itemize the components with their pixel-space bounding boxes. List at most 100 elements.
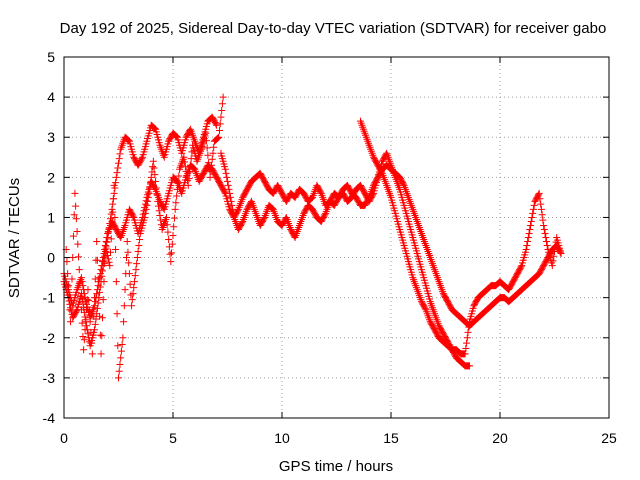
data-point (99, 314, 107, 322)
data-point (126, 280, 134, 288)
data-point (182, 167, 190, 175)
data-point (221, 188, 229, 196)
data-point (170, 214, 178, 222)
data-point (399, 180, 407, 188)
data-point (551, 243, 559, 251)
data-point (97, 266, 105, 274)
data-point (175, 172, 183, 180)
data-point (166, 250, 174, 258)
data-point (132, 266, 140, 274)
y-tick-label: 4 (47, 89, 55, 105)
tick-labels: 0 5 10 15 20 25 -4 -3 -2 -1 0 1 2 3 4 5 (43, 49, 617, 446)
axis-ticks (63, 56, 610, 419)
data-point (121, 286, 129, 294)
data-point (101, 260, 109, 268)
data-point (527, 217, 535, 225)
data-point (103, 234, 111, 241)
data-point (78, 319, 86, 327)
data-point (115, 367, 123, 375)
data-point (146, 179, 154, 187)
data-point (522, 246, 530, 254)
data-point (71, 189, 79, 197)
data-point (465, 323, 473, 331)
data-point (202, 137, 210, 145)
data-point (226, 193, 234, 201)
data-point (524, 234, 532, 241)
data-point (125, 270, 133, 278)
data-point (213, 135, 221, 143)
data-point (542, 234, 550, 241)
data-point (138, 155, 146, 163)
data-point (151, 171, 159, 179)
data-point (114, 342, 122, 350)
data-point (67, 296, 75, 304)
series-spikes (62, 93, 227, 382)
data-point (129, 290, 137, 298)
data-point (141, 213, 149, 221)
data-point (153, 191, 161, 199)
data-point (174, 179, 182, 187)
data-point (93, 290, 101, 298)
data-point (125, 259, 133, 267)
data-point (95, 294, 103, 302)
data-point (109, 195, 117, 203)
data-point (100, 278, 108, 286)
data-point (222, 169, 230, 177)
data-point (180, 153, 188, 161)
data-point (69, 254, 77, 262)
data-point (208, 155, 216, 163)
data-point (530, 201, 538, 209)
data-point (99, 254, 107, 262)
data-point (202, 129, 210, 137)
data-point (115, 374, 122, 382)
data-point (80, 290, 88, 298)
data-point (108, 221, 116, 229)
data-point (77, 292, 85, 300)
data-point (186, 168, 194, 176)
data-point (144, 193, 152, 201)
data-point (173, 185, 181, 193)
data-point (105, 258, 113, 266)
data-point (109, 200, 117, 208)
data-point (81, 326, 89, 334)
y-tick-label: 1 (47, 209, 55, 225)
data-point (260, 215, 268, 223)
data-point (551, 248, 558, 256)
data-point (79, 332, 87, 340)
x-tick-label: 15 (383, 430, 399, 446)
data-point (228, 201, 236, 209)
data-point (463, 339, 471, 347)
data-point (85, 307, 93, 315)
data-point (529, 205, 537, 213)
grid-lines (64, 57, 609, 418)
data-point (94, 275, 102, 283)
data-point (225, 185, 233, 193)
y-tick-label: -1 (43, 290, 56, 306)
data-point (142, 205, 150, 213)
data-point (120, 302, 128, 310)
data-point (115, 159, 122, 167)
data-point (217, 113, 225, 121)
data-point (83, 306, 91, 314)
data-point (151, 125, 159, 133)
data-point (88, 339, 96, 347)
data-point (86, 318, 94, 326)
data-point (117, 354, 125, 362)
data-point (107, 235, 115, 243)
data-point (104, 252, 112, 260)
data-point (321, 211, 329, 219)
y-tick-label: -4 (43, 410, 56, 426)
data-point (94, 299, 102, 307)
data-point (223, 173, 231, 181)
data-point (185, 175, 193, 183)
data-point (150, 124, 158, 132)
data-point (135, 242, 143, 250)
data-point (226, 189, 234, 197)
data-point (157, 216, 165, 224)
data-point (421, 304, 429, 312)
data-point (464, 328, 472, 336)
data-point (102, 238, 110, 246)
data-point (144, 197, 152, 205)
data-point (84, 286, 92, 294)
x-tick-label: 10 (274, 430, 290, 446)
